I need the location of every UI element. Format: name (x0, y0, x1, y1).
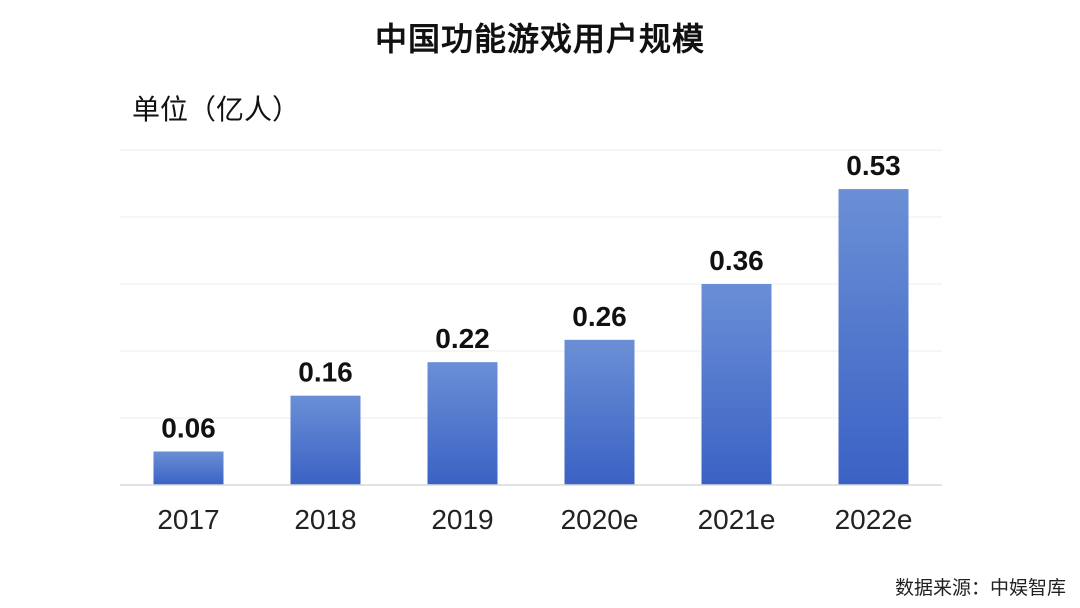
bar-2017 (153, 451, 224, 485)
unit-label: 单位（亿人） (132, 93, 301, 126)
data-label-2022e: 0.53 (846, 150, 901, 181)
x-tick-2022e: 2022e (835, 504, 913, 535)
data-labels: 0.06 0.16 0.22 0.26 0.36 0.53 (161, 150, 901, 443)
x-tick-labels: 2017 2018 2019 2020e 2021e 2022e (157, 504, 912, 535)
data-label-2018: 0.16 (298, 357, 353, 388)
data-label-2017: 0.06 (161, 413, 216, 444)
x-tick-2020e: 2020e (561, 504, 639, 535)
x-tick-2019: 2019 (431, 504, 493, 535)
source-note: 数据来源：中娱智库 (894, 577, 1066, 599)
data-label-2019: 0.22 (435, 323, 490, 354)
bar-2022e (838, 189, 909, 486)
x-tick-2017: 2017 (157, 504, 219, 535)
x-tick-2021e: 2021e (698, 504, 776, 535)
bars (153, 189, 909, 486)
chart-title: 中国功能游戏用户规模 (374, 20, 705, 58)
data-label-2021e: 0.36 (709, 245, 764, 276)
data-label-2020e: 0.26 (572, 301, 627, 332)
bar-2018 (290, 395, 361, 485)
bar-2021e (701, 284, 772, 485)
x-tick-2018: 2018 (294, 504, 356, 535)
bar-2020e (564, 339, 635, 485)
bar-2019 (427, 362, 498, 485)
gridlines (120, 149, 942, 419)
